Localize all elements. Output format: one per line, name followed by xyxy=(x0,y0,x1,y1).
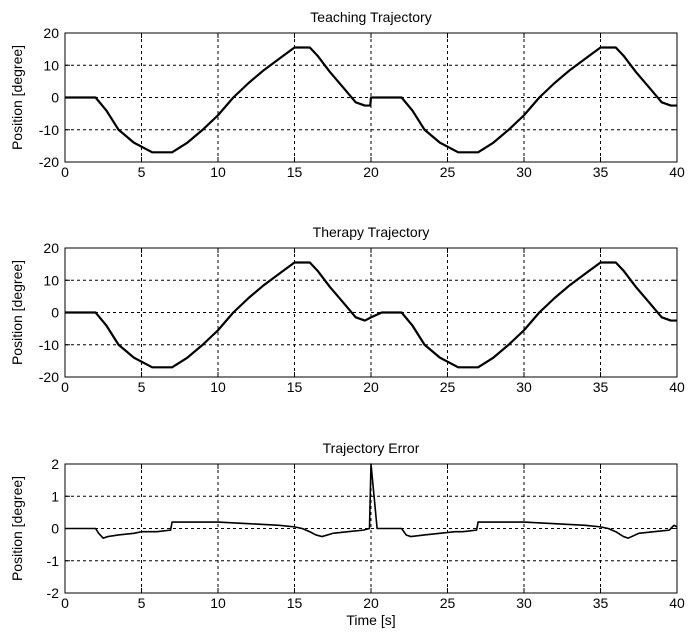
x-tick-label: 15 xyxy=(287,379,303,395)
x-tick-label: 25 xyxy=(440,595,456,611)
y-axis-label: Position [degree] xyxy=(9,476,25,581)
x-tick-label: 5 xyxy=(138,164,146,180)
x-axis-label: Time [s] xyxy=(346,612,395,628)
x-tick-label: 30 xyxy=(516,379,532,395)
x-tick-label: 40 xyxy=(669,595,685,611)
x-tick-label: 25 xyxy=(440,379,456,395)
x-tick-label: 40 xyxy=(669,164,685,180)
x-tick-label: 15 xyxy=(287,595,303,611)
y-tick-label: -10 xyxy=(39,337,59,353)
ticks: 0 5 10 15 20 25 30 35 40 -20 -10 0 10 20 xyxy=(39,240,685,395)
y-tick-label: -1 xyxy=(47,553,60,569)
x-tick-label: 15 xyxy=(287,164,303,180)
y-axis-label: Position [degree] xyxy=(9,260,25,365)
x-tick-label: 10 xyxy=(210,595,226,611)
x-tick-label: 20 xyxy=(363,164,379,180)
y-tick-label: 20 xyxy=(43,25,59,41)
y-tick-label: 10 xyxy=(43,272,59,288)
x-tick-label: 10 xyxy=(210,379,226,395)
x-tick-label: 20 xyxy=(363,595,379,611)
x-tick-label: 5 xyxy=(138,379,146,395)
x-tick-label: 0 xyxy=(61,379,69,395)
x-tick-label: 25 xyxy=(440,164,456,180)
trajectory-error-panel: 0 5 10 15 20 25 30 35 40 -2 -1 0 1 2 Trajectory Error… xyxy=(9,440,685,628)
y-axis-label: Position [degree] xyxy=(9,45,25,150)
y-tick-label: 0 xyxy=(51,90,59,106)
ticks: 0 5 10 15 20 25 30 35 40 -2 -1 0 1 2 xyxy=(47,456,685,611)
chart-title: Teaching Trajectory xyxy=(310,9,431,25)
y-tick-label: 0 xyxy=(51,305,59,321)
x-tick-label: 10 xyxy=(210,164,226,180)
x-tick-label: 35 xyxy=(593,595,609,611)
chart-title: Therapy Trajectory xyxy=(313,224,430,240)
y-tick-label: -20 xyxy=(39,369,59,385)
x-tick-label: 40 xyxy=(669,379,685,395)
teaching-trajectory-panel: 0 5 10 15 20 25 30 35 40 -20 -10 0 10 20 Teaching Tra… xyxy=(9,9,685,180)
y-tick-label: -20 xyxy=(39,154,59,170)
y-tick-label: -10 xyxy=(39,122,59,138)
y-tick-label: 2 xyxy=(51,456,59,472)
therapy-trajectory-panel: 0 5 10 15 20 25 30 35 40 -20 -10 0 10 20 Therapy Traj… xyxy=(9,224,685,395)
chart-title: Trajectory Error xyxy=(323,440,420,456)
series-line xyxy=(65,463,678,539)
x-tick-label: 20 xyxy=(363,379,379,395)
x-tick-label: 0 xyxy=(61,164,69,180)
x-tick-label: 35 xyxy=(593,379,609,395)
x-tick-label: 30 xyxy=(516,595,532,611)
ticks: 0 5 10 15 20 25 30 35 40 -20 -10 0 10 20 xyxy=(39,25,685,180)
x-tick-label: 30 xyxy=(516,164,532,180)
y-tick-label: -2 xyxy=(47,585,60,601)
x-tick-label: 35 xyxy=(593,164,609,180)
x-tick-label: 0 xyxy=(61,595,69,611)
y-tick-label: 1 xyxy=(51,488,59,504)
x-tick-label: 5 xyxy=(138,595,146,611)
series-line xyxy=(65,261,677,369)
y-tick-label: 0 xyxy=(51,521,59,537)
y-tick-label: 10 xyxy=(43,57,59,73)
series-line xyxy=(65,46,677,154)
y-tick-label: 20 xyxy=(43,240,59,256)
